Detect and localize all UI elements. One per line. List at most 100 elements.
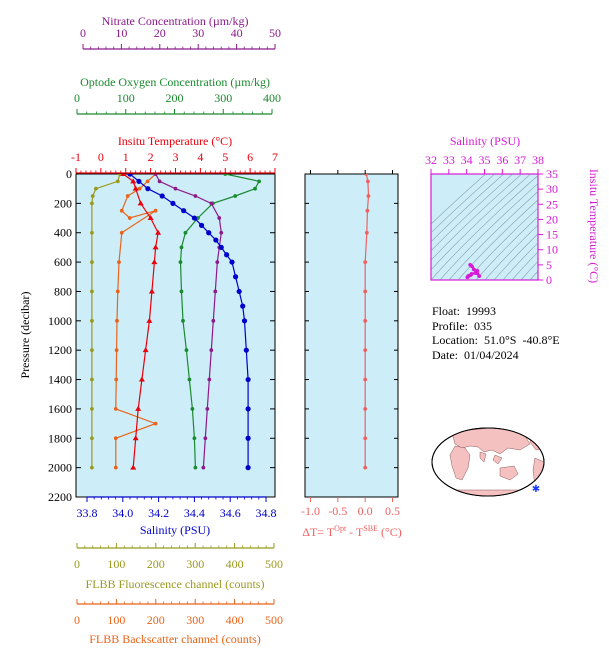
delta-t-tick-label: -0.5 — [328, 504, 347, 518]
temperature-tick-label: 4 — [197, 150, 203, 164]
pressure-tick-label: 1600 — [48, 402, 72, 416]
ts-point — [469, 272, 474, 276]
salinity-point — [127, 174, 133, 177]
backscatter-tick-label: 0 — [74, 613, 80, 627]
oxygen-point — [179, 245, 184, 250]
delta-t-point — [363, 348, 368, 353]
float-location-marker: ✱ — [532, 484, 540, 495]
temperature-point — [147, 215, 154, 221]
oxygen-point — [190, 407, 195, 411]
ts-contour-line — [439, 183, 538, 280]
float-info-block: Float: 19993 Profile: 035 Location: 51.0… — [432, 304, 560, 362]
oxygen-point — [179, 289, 184, 294]
oxygen-point — [187, 377, 192, 382]
temperature-point — [120, 174, 127, 176]
temperature-point — [138, 376, 145, 382]
nitrate-tick-label: 20 — [154, 26, 166, 40]
main-plot-area — [75, 173, 276, 498]
ts-contour-line — [484, 224, 538, 280]
fluorescence-point — [90, 377, 94, 382]
salinity-tick-label: 34.6 — [220, 506, 241, 520]
oxygen-point — [253, 186, 257, 191]
salinity-point — [224, 252, 230, 258]
salinity-point — [159, 193, 165, 199]
salinity-point — [229, 259, 235, 265]
nitrate-axis: 0 10 20 30 40 50 — [80, 26, 281, 50]
backscatter-point — [153, 421, 158, 426]
ts-point — [475, 269, 480, 273]
ts-point — [471, 267, 476, 272]
nitrate-point — [157, 179, 162, 184]
backscatter-point — [127, 216, 132, 220]
temperature-point — [155, 229, 162, 235]
ts-temp-tick-label: 10 — [546, 243, 558, 257]
pressure-axis-title: Pressure (decibar) — [18, 292, 32, 379]
pressure-tick-label: 1000 — [48, 314, 72, 328]
salinity-point — [245, 406, 251, 412]
ts-temperature-axis-title: Insitu Temperature (°C) — [587, 169, 601, 283]
delta-t-point — [366, 194, 371, 198]
nitrate-tick-label: 30 — [192, 26, 204, 40]
pressure-tick-label: 600 — [54, 255, 72, 269]
oxygen-point — [181, 318, 185, 323]
ts-contour-line — [431, 174, 505, 243]
fluorescence-tick-label: 100 — [107, 557, 125, 571]
salinity-point — [170, 200, 176, 206]
delta-t-point — [363, 407, 368, 411]
temperature-point — [152, 244, 159, 250]
ts-salinity-tick-label: 34 — [461, 153, 473, 167]
fluorescence-tick-label: 400 — [226, 557, 244, 571]
oxygen-tick-label: 0 — [74, 91, 80, 105]
ts-salinity-tick-label: 37 — [514, 153, 526, 167]
salinity-point — [218, 244, 224, 251]
salinity-point — [198, 222, 205, 228]
fluorescence-tick-label: 300 — [186, 557, 204, 571]
ts-series — [465, 262, 482, 280]
temperature-point — [137, 200, 144, 206]
delta-t-tick-label: 0.0 — [358, 504, 373, 518]
nitrate-tick-label: 40 — [231, 26, 243, 40]
fluorescence-tick-label: 200 — [147, 557, 165, 571]
salinity-point — [245, 465, 251, 471]
salinity-point — [245, 435, 251, 441]
backscatter-tick-label: 400 — [226, 613, 244, 627]
fluorescence-point — [90, 465, 94, 470]
fluorescence-point — [90, 407, 94, 411]
backscatter-axis-title: FLBB Backscatter channel (counts) — [89, 632, 261, 646]
ts-point — [470, 264, 474, 269]
backscatter-point — [119, 208, 124, 213]
ts-temp-tick-label: 5 — [546, 258, 552, 272]
location-line: Location: 51.0°S -40.8°E — [432, 333, 560, 347]
ts-contour-line — [431, 174, 496, 234]
oxygen-point — [195, 216, 200, 220]
delta-t-axis: -1.0 -0.5 0.0 0.5 — [301, 170, 400, 518]
backscatter-tick-label: 300 — [186, 613, 204, 627]
nitrate-point — [201, 465, 206, 470]
delta-t-point — [365, 208, 370, 213]
pressure-tick-label: 1200 — [48, 343, 72, 357]
backscatter-point — [153, 208, 158, 213]
temperature-tick-label: 0 — [98, 150, 104, 164]
temperature-point — [130, 464, 137, 470]
temperature-tick-label: 1 — [123, 150, 129, 164]
float-value: 19993 — [466, 304, 497, 318]
fluorescence-point — [90, 194, 95, 198]
temperature-tick-label: 7 — [272, 150, 278, 164]
oxygen-point — [257, 179, 261, 184]
backscatter-point — [119, 230, 124, 235]
backscatter-point — [114, 348, 119, 353]
salinity-point — [191, 215, 197, 221]
delta-t-point — [363, 289, 368, 294]
temperature-point — [148, 288, 155, 294]
ts-contour-line — [502, 242, 538, 280]
ts-temp-tick-label: 15 — [546, 228, 558, 242]
salinity-point — [181, 208, 187, 214]
nitrate-point — [217, 216, 222, 220]
delta-t-point — [363, 377, 368, 382]
salinity-point — [206, 230, 212, 236]
nitrate-line — [155, 174, 222, 468]
temperature-axis: -1 0 1 2 3 4 5 6 7 — [71, 150, 278, 174]
fluorescence-point — [90, 260, 94, 264]
ts-contour-line — [466, 207, 538, 280]
